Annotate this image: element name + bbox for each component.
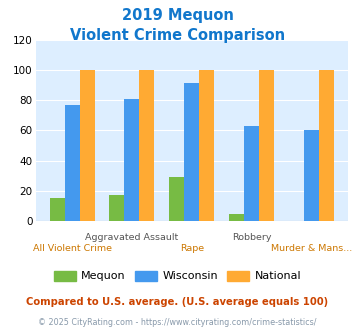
Text: © 2025 CityRating.com - https://www.cityrating.com/crime-statistics/: © 2025 CityRating.com - https://www.city…	[38, 318, 317, 327]
Text: 2019 Mequon: 2019 Mequon	[121, 8, 234, 23]
Bar	[229, 214, 244, 221]
Bar	[125, 99, 140, 221]
Text: Aggravated Assault: Aggravated Assault	[85, 233, 179, 242]
Bar	[169, 177, 184, 221]
Legend: Mequon, Wisconsin, National: Mequon, Wisconsin, National	[49, 266, 306, 286]
Bar	[304, 130, 319, 221]
Text: All Violent Crime: All Violent Crime	[33, 244, 111, 253]
Bar	[244, 126, 259, 221]
Bar	[140, 70, 154, 221]
Text: Rape: Rape	[180, 244, 204, 253]
Bar	[319, 70, 334, 221]
Bar	[199, 70, 214, 221]
Text: Murder & Mans...: Murder & Mans...	[271, 244, 352, 253]
Bar	[109, 195, 125, 221]
Text: Violent Crime Comparison: Violent Crime Comparison	[70, 28, 285, 43]
Bar	[184, 83, 199, 221]
Text: Robbery: Robbery	[232, 233, 271, 242]
Text: Compared to U.S. average. (U.S. average equals 100): Compared to U.S. average. (U.S. average …	[26, 297, 329, 307]
Bar	[50, 198, 65, 221]
Bar	[80, 70, 94, 221]
Bar	[65, 105, 80, 221]
Bar	[259, 70, 274, 221]
